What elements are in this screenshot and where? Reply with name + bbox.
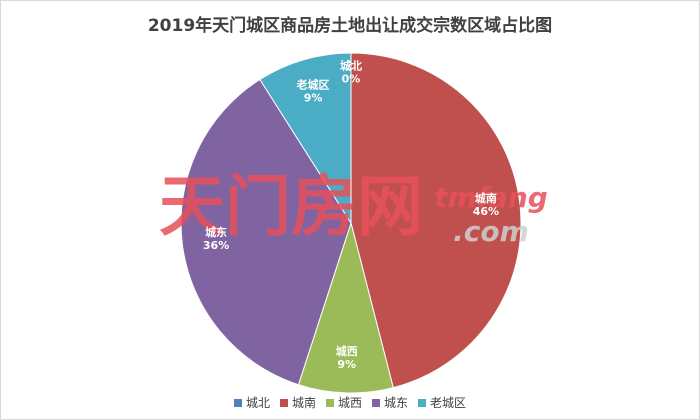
slice-label-4: 老城区 9% [296, 77, 330, 104]
pie-slices [180, 52, 522, 394]
legend: 城北 城南 城西 城东 老城区 [1, 394, 699, 411]
watermark: 天门房网 tmfang .com [159, 168, 548, 248]
legend-swatch-4 [418, 398, 427, 407]
chart-title: 2019年天门城区商品房土地出让成交宗数区域占比图 [147, 16, 553, 36]
slice-label-0: 城北 0% [340, 58, 362, 85]
legend-label-4: 老城区 [430, 396, 467, 410]
legend-label-3: 城东 [384, 396, 409, 410]
legend-item-2: 城西 [325, 394, 362, 411]
slice-label-1: 城南 46% [473, 191, 499, 218]
legend-swatch-2 [325, 398, 334, 407]
legend-swatch-1 [279, 398, 288, 407]
slice-label-2: 城西 9% [336, 344, 358, 371]
legend-item-0: 城北 [233, 394, 270, 411]
legend-item-4: 老城区 [418, 394, 466, 411]
watermark-en: tmfang [434, 181, 548, 214]
slice-label-3: 城东 36% [203, 225, 229, 252]
pie-slice-1 [350, 52, 522, 389]
pie-slice-3 [180, 78, 352, 386]
legend-swatch-0 [233, 398, 242, 407]
legend-label-2: 城西 [337, 396, 362, 410]
legend-label-1: 城南 [291, 396, 316, 410]
legend-item-1: 城南 [279, 394, 316, 411]
pie-slice-2 [297, 221, 394, 394]
watermark-dot: .com [453, 215, 529, 248]
pie-labels: 城北 0% 城南 46% 城西 9% 城东 36% 老城区 9% [203, 58, 499, 371]
legend-label-0: 城北 [245, 396, 270, 410]
legend-item-3: 城东 [372, 394, 408, 411]
legend-swatch-3 [372, 398, 380, 407]
watermark-cn: 天门房网 [159, 168, 423, 245]
pie-slice-4 [259, 52, 352, 225]
